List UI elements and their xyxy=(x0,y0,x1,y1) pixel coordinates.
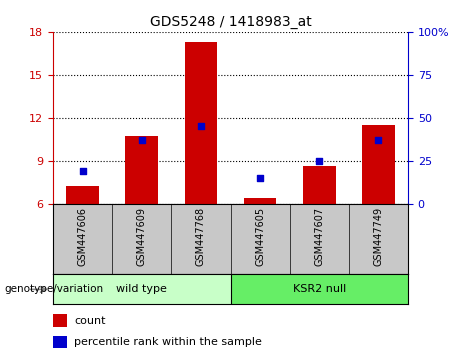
Text: GSM447607: GSM447607 xyxy=(314,207,324,266)
Point xyxy=(375,137,382,143)
Text: GSM447609: GSM447609 xyxy=(137,207,147,266)
Text: wild type: wild type xyxy=(116,284,167,295)
Bar xyxy=(230,274,408,304)
Text: percentile rank within the sample: percentile rank within the sample xyxy=(74,337,262,347)
Point xyxy=(197,124,205,129)
Text: GSM447768: GSM447768 xyxy=(196,207,206,266)
Text: GSM447749: GSM447749 xyxy=(373,207,384,266)
Bar xyxy=(53,314,67,327)
Bar xyxy=(303,166,336,204)
Point xyxy=(79,168,86,174)
Text: genotype/variation: genotype/variation xyxy=(5,284,104,295)
Text: count: count xyxy=(74,316,106,326)
Point xyxy=(138,137,145,143)
Bar xyxy=(53,336,67,348)
Bar xyxy=(244,198,276,204)
Point xyxy=(256,175,264,181)
Bar xyxy=(362,125,395,204)
Bar xyxy=(185,42,217,204)
Bar xyxy=(125,136,158,204)
Text: KSR2 null: KSR2 null xyxy=(293,284,346,295)
Point xyxy=(315,158,323,164)
Bar xyxy=(66,186,99,204)
Text: GSM447605: GSM447605 xyxy=(255,207,265,266)
Text: GSM447606: GSM447606 xyxy=(77,207,88,266)
Title: GDS5248 / 1418983_at: GDS5248 / 1418983_at xyxy=(150,16,311,29)
